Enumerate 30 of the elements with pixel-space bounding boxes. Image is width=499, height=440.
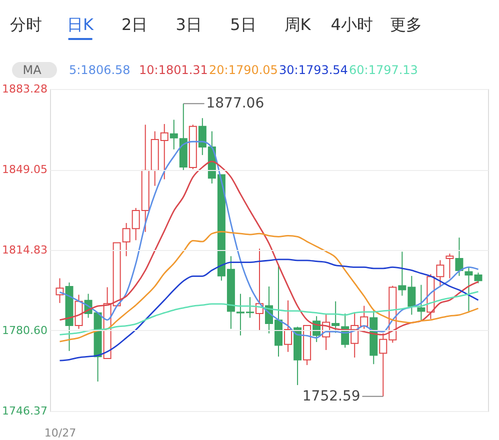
y-tick-label: 1780.60 xyxy=(2,324,48,337)
text: 2日 xyxy=(122,15,148,34)
text: 周K xyxy=(284,15,312,34)
y-tick-label: 1849.05 xyxy=(2,163,48,176)
text: 30:1793.54 xyxy=(279,63,348,77)
text: 20:1790.05 xyxy=(209,63,278,77)
y-tick-label: 1814.83 xyxy=(2,243,48,256)
candlestick xyxy=(446,253,454,279)
y-tick-label: 1746.37 xyxy=(2,404,48,418)
text: 日K xyxy=(67,15,94,34)
candlestick xyxy=(284,300,292,352)
candlestick xyxy=(332,300,340,334)
text: 10:1801.31 xyxy=(139,63,208,77)
text: 4小时 xyxy=(330,15,373,34)
text: 5:1806.58 xyxy=(69,63,130,77)
text: 分时 xyxy=(10,15,42,34)
y-tick-label: 1883.28 xyxy=(2,82,48,96)
x-tick-label: 10/27 xyxy=(44,426,76,440)
line-series xyxy=(59,231,479,342)
text: 5日 xyxy=(230,15,256,34)
annotation: 1752.59 xyxy=(302,388,360,404)
legend-title: MA xyxy=(22,63,42,77)
candlestick xyxy=(56,278,64,304)
text: 3日 xyxy=(176,15,202,34)
text: 60:1797.13 xyxy=(349,63,418,77)
candlestick xyxy=(455,237,464,276)
annotation: 1877.06 xyxy=(206,96,264,112)
text: 更多 xyxy=(390,15,422,34)
candlestick xyxy=(417,284,426,321)
line-series xyxy=(59,258,479,362)
